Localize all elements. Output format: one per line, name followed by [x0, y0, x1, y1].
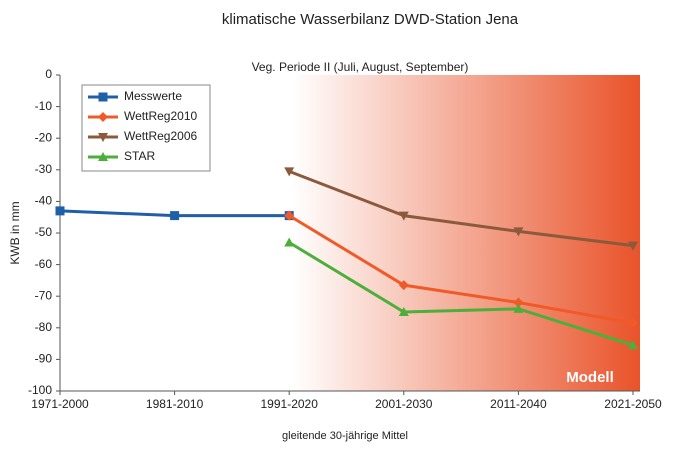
- y-tick-label: -30: [35, 162, 53, 176]
- series-line: [288, 241, 634, 347]
- legend-label: Messwerte: [124, 89, 182, 103]
- data-point: [513, 303, 524, 313]
- y-tick-label: -60: [35, 257, 53, 271]
- y-tick-label: -20: [35, 130, 53, 144]
- y-axis-label: KWB in mm: [8, 201, 22, 264]
- legend-marker: [98, 152, 108, 161]
- x-tick-label: 1991-2020: [261, 397, 319, 411]
- series-line: [288, 169, 634, 248]
- data-point: [513, 227, 524, 237]
- legend-marker: [98, 92, 108, 102]
- y-tick-label: -10: [35, 99, 53, 113]
- data-point: [55, 206, 65, 216]
- data-point: [284, 167, 295, 177]
- x-axis-label: gleitende 30-jährige Mittel: [282, 430, 408, 442]
- data-point: [284, 237, 295, 247]
- y-tick-label: -100: [28, 383, 52, 397]
- x-tick-label: 1971-2000: [31, 397, 89, 411]
- data-point: [628, 318, 638, 329]
- x-tick-label: 1981-2010: [146, 397, 204, 411]
- x-tick-label: 2001-2030: [375, 397, 433, 411]
- data-point: [513, 297, 524, 308]
- y-tick-label: -50: [35, 225, 53, 239]
- y-tick-label: -70: [35, 288, 53, 302]
- y-tick-label: -90: [35, 352, 53, 366]
- legend-label: WettReg2010: [124, 109, 197, 123]
- data-point: [398, 307, 409, 316]
- data-point: [170, 211, 180, 221]
- x-tick-label: 2021-2050: [604, 397, 662, 411]
- subtitle: Veg. Periode II (Juli, August, September…: [252, 60, 469, 74]
- legend-label: WettReg2006: [124, 129, 197, 143]
- series-line: [288, 214, 634, 325]
- data-point: [628, 340, 638, 350]
- y-tick-label: 0: [45, 67, 52, 81]
- y-tick-label: -40: [35, 194, 53, 208]
- data-point: [284, 210, 295, 221]
- legend-label: STAR: [124, 149, 155, 163]
- data-point: [398, 280, 409, 291]
- data-point: [628, 241, 638, 251]
- legend-marker: [98, 112, 108, 122]
- x-tick-label: 2011-2040: [490, 397, 547, 411]
- data-point: [398, 211, 409, 221]
- y-tick-label: -80: [35, 320, 53, 334]
- legend-marker: [98, 133, 108, 142]
- annotation: Modell: [566, 369, 614, 386]
- chart-title: klimatische Wasserbilanz DWD-Station Jen…: [222, 11, 519, 28]
